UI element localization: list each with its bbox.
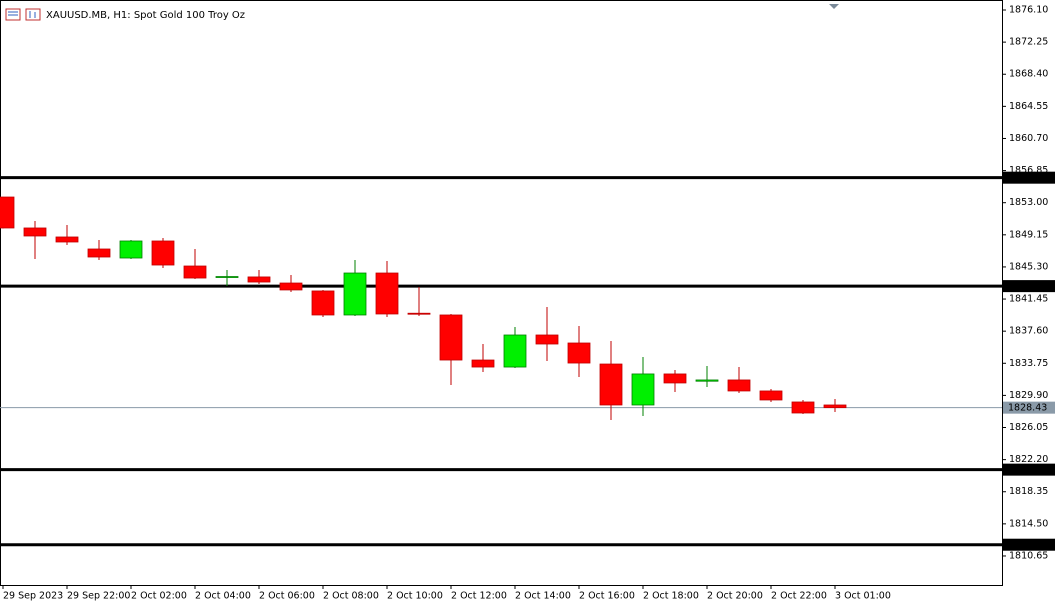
candle-body [727, 379, 751, 392]
candle-body [0, 196, 15, 229]
candle-body [87, 248, 111, 258]
candle-body [279, 282, 303, 291]
plot-frame [0, 0, 1003, 586]
x-tick-label: 2 Oct 20:00 [707, 591, 763, 602]
candle-body [631, 373, 655, 406]
y-tick-label: 1868.40 [1009, 69, 1048, 80]
chart-title: XAUUSD.MB, H1: Spot Gold 100 Troy Oz [46, 10, 245, 21]
x-tick-label: 2 Oct 02:00 [131, 591, 187, 602]
y-tick-label: 1853.00 [1009, 197, 1048, 208]
candle-body [823, 404, 847, 409]
y-tick-label: 1856.85 [1009, 165, 1048, 176]
candle-body [663, 373, 687, 384]
candle-body [439, 314, 463, 361]
candle-body [343, 272, 367, 316]
y-tick-label: 1849.15 [1009, 229, 1048, 240]
candle-body [151, 240, 175, 266]
x-tick-label: 29 Sep 22:00 [67, 591, 130, 602]
y-tick-label: 1829.90 [1009, 390, 1048, 401]
y-tick-label: 1826.05 [1009, 422, 1048, 433]
icon [25, 8, 41, 21]
x-tick-label: 3 Oct 01:00 [835, 591, 891, 602]
candle-body [695, 379, 719, 382]
candle-body [535, 334, 559, 345]
candle-body [183, 265, 207, 279]
level-label: 1821.00 [1008, 465, 1047, 476]
candle-body [759, 390, 783, 401]
current-price-label: 1828.43 [1008, 403, 1047, 414]
candle-body [599, 363, 623, 406]
candle-body [55, 236, 79, 243]
y-tick-label: 1841.45 [1009, 294, 1048, 305]
candle-body [567, 342, 591, 364]
toolbar-icons [5, 8, 41, 21]
level-label: 1812.00 [1008, 540, 1047, 551]
candle-body [23, 227, 47, 237]
candle-body [471, 359, 495, 368]
x-tick-label: 29 Sep 2023 [3, 591, 63, 602]
level-label: 1843.00 [1008, 281, 1047, 292]
candle-body [215, 276, 239, 278]
x-tick-label: 2 Oct 10:00 [387, 591, 443, 602]
y-tick-label: 1845.30 [1009, 261, 1048, 272]
y-tick-label: 1860.70 [1009, 133, 1048, 144]
level-label-box [1003, 171, 1055, 184]
x-tick-label: 2 Oct 14:00 [515, 591, 571, 602]
y-tick-label: 1872.25 [1009, 37, 1048, 48]
candle-body [247, 276, 271, 283]
y-tick-label: 1822.20 [1009, 454, 1048, 465]
y-tick-label: 1837.60 [1009, 326, 1048, 337]
y-tick-label: 1876.10 [1009, 5, 1048, 16]
x-tick-label: 2 Oct 22:00 [771, 591, 827, 602]
shift-marker [829, 4, 839, 9]
x-tick-label: 2 Oct 16:00 [579, 591, 635, 602]
level-label-box [1003, 280, 1055, 293]
x-tick-label: 2 Oct 18:00 [643, 591, 699, 602]
candle-body [119, 240, 143, 259]
current-price-box [1003, 401, 1055, 414]
y-tick-label: 1864.55 [1009, 101, 1048, 112]
y-tick-label: 1810.65 [1009, 550, 1048, 561]
candle-body [311, 290, 335, 316]
candle-body [375, 272, 399, 315]
x-tick-label: 2 Oct 08:00 [323, 591, 379, 602]
level-label-box [1003, 538, 1055, 551]
y-tick-label: 1818.35 [1009, 486, 1048, 497]
y-tick-label: 1814.50 [1009, 518, 1048, 529]
x-tick-label: 2 Oct 06:00 [259, 591, 315, 602]
level-label: 1856.00 [1008, 173, 1047, 184]
candle-body [407, 312, 431, 315]
candle-body [503, 334, 527, 368]
x-tick-label: 2 Oct 04:00 [195, 591, 251, 602]
candle-body [791, 401, 815, 414]
level-label-box [1003, 463, 1055, 476]
x-tick-label: 2 Oct 12:00 [451, 591, 507, 602]
y-tick-label: 1833.75 [1009, 358, 1048, 369]
